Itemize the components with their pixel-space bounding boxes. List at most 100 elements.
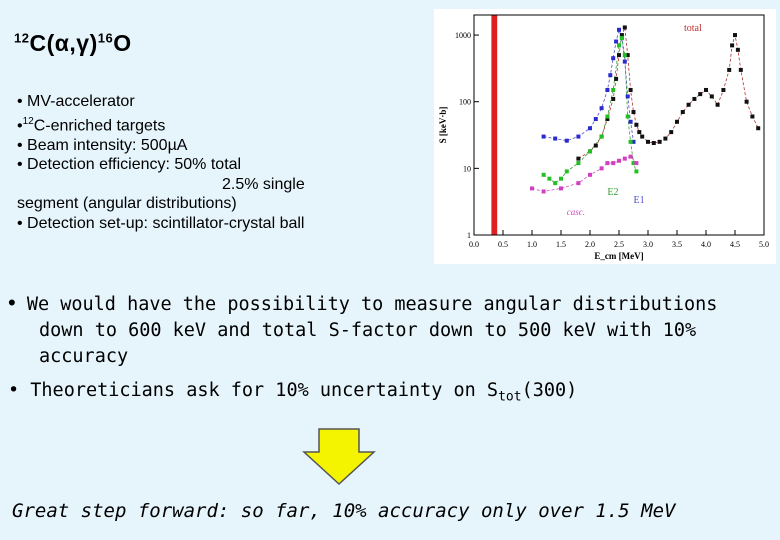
x-tick-label: 2.0: [585, 240, 595, 249]
s-factor-chart-svg: 0.0 0.5 1.0 1.5 2.0 2.5 3.0 3.5 4.0 4.5 5.0 1000 100…: [438, 14, 769, 261]
data-point-total: [750, 114, 755, 119]
data-point-e1: [617, 27, 621, 32]
label-total: total: [684, 23, 702, 34]
data-point-total: [675, 119, 679, 124]
data-point-total: [605, 117, 610, 122]
data-point-total: [721, 87, 726, 92]
data-point-e2: [576, 161, 581, 166]
data-point-e1: [593, 117, 598, 122]
data-point-e1: [599, 106, 604, 111]
bullet-segment-note: segment (angular distributions): [17, 195, 237, 213]
data-point-cascade: [617, 158, 621, 163]
data-point-cascade: [605, 161, 610, 166]
data-point-total: [628, 87, 633, 92]
x-tick-label: 3.0: [643, 240, 653, 249]
data-point-e1: [588, 126, 592, 131]
y-tick-label: 1000: [455, 31, 471, 40]
s-factor-plot: 0.0 0.5 1.0 1.5 2.0 2.5 3.0 3.5 4.0 4.5 5.0 1000 100…: [434, 9, 776, 264]
data-point-cascade: [599, 166, 604, 171]
data-point-e2: [625, 114, 630, 119]
data-point-total: [715, 102, 720, 107]
data-point-cascade: [611, 161, 616, 166]
label-e1: E1: [634, 195, 645, 206]
data-point-total: [646, 139, 650, 144]
data-point-e1: [628, 119, 633, 124]
data-point-total: [576, 156, 581, 161]
data-point-total: [698, 92, 703, 97]
data-point-e2: [588, 149, 592, 154]
bullet-detection-setup: • Detection set-up: scintillator-crystal…: [17, 214, 305, 232]
data-point-total: [663, 136, 668, 141]
data-point-total: [680, 110, 685, 115]
data-point-cascade: [541, 189, 546, 194]
statement-line-2: down to 600 keV and total S-factor down …: [39, 320, 697, 341]
data-point-total: [619, 33, 624, 38]
statement-bullet: •: [8, 290, 16, 315]
x-tick-label: 1.0: [527, 240, 537, 249]
bullet-accelerator: • MV-accelerator: [17, 93, 135, 110]
low-energy-highlight-bar: [491, 15, 498, 235]
data-point-cascade: [576, 181, 581, 186]
data-point-total: [634, 122, 639, 127]
x-tick-label: 0.0: [469, 240, 479, 249]
data-point-cascade: [622, 156, 627, 161]
x-tick-label: 3.5: [672, 240, 682, 249]
data-point-total: [738, 67, 743, 72]
data-point-total: [692, 96, 697, 101]
data-point-e2: [559, 176, 563, 181]
label-e2: E2: [607, 187, 618, 198]
data-point-cascade: [634, 161, 639, 166]
data-point-e1: [605, 87, 610, 92]
data-point-e1: [614, 39, 619, 44]
data-point-e2: [541, 172, 546, 177]
reaction-title: 12C(α,γ)16O: [14, 30, 132, 56]
curve-total: [578, 27, 759, 159]
data-point-total: [657, 139, 662, 144]
x-tick-label: 4.0: [701, 240, 711, 249]
y-tick-label: 10: [463, 164, 471, 173]
data-point-total: [617, 53, 621, 58]
theory-requirement: • Theoreticians ask for 10% uncertainty …: [8, 380, 578, 405]
setup-bullet-list: • MV-accelerator •12C-enriched targets •…: [17, 92, 417, 233]
data-point-e1: [625, 94, 630, 99]
bullet-detection-efficiency: • Detection efficiency: 50% total: [17, 156, 242, 174]
data-point-e2: [553, 181, 558, 186]
data-point-total: [727, 67, 732, 72]
data-point-e1: [631, 139, 636, 144]
data-point-e2: [611, 87, 616, 92]
data-point-cascade: [530, 186, 534, 191]
data-point-cascade: [588, 172, 592, 177]
data-point-total: [704, 87, 708, 92]
data-point-e1: [541, 134, 546, 139]
data-point-total: [744, 99, 749, 104]
data-point-total: [593, 143, 598, 148]
statement-line-3: accuracy: [39, 346, 129, 367]
data-point-cascade: [559, 186, 563, 191]
data-point-e2: [599, 134, 604, 139]
y-tick-label: 1: [467, 231, 471, 240]
data-point-e1: [553, 136, 558, 141]
x-axis-label: E_cm [MeV]: [594, 251, 643, 261]
data-point-e1: [611, 56, 616, 61]
data-point-e2: [619, 36, 624, 41]
data-point-e2: [605, 114, 610, 119]
data-point-total: [637, 130, 642, 135]
label-cascade: casc.: [567, 207, 585, 217]
data-point-e1: [564, 138, 569, 143]
bullet-beam-intensity: • Beam intensity: 500µA: [17, 136, 188, 154]
x-tick-label: 2.5: [614, 240, 624, 249]
data-point-e2: [617, 43, 621, 48]
data-point-total: [730, 43, 735, 48]
data-point-total: [631, 110, 636, 115]
data-point-e2: [564, 169, 569, 174]
statement-line-1: We would have the possibility to measure…: [26, 294, 718, 315]
data-point-total: [669, 130, 674, 135]
y-axis-label: S [keV·b]: [438, 107, 448, 144]
data-point-total: [686, 102, 691, 107]
data-point-total: [651, 141, 656, 146]
data-point-e2: [622, 53, 627, 58]
data-point-total: [733, 33, 737, 38]
data-point-e1: [576, 134, 581, 139]
data-point-e1: [622, 59, 627, 64]
data-point-total: [622, 25, 627, 30]
